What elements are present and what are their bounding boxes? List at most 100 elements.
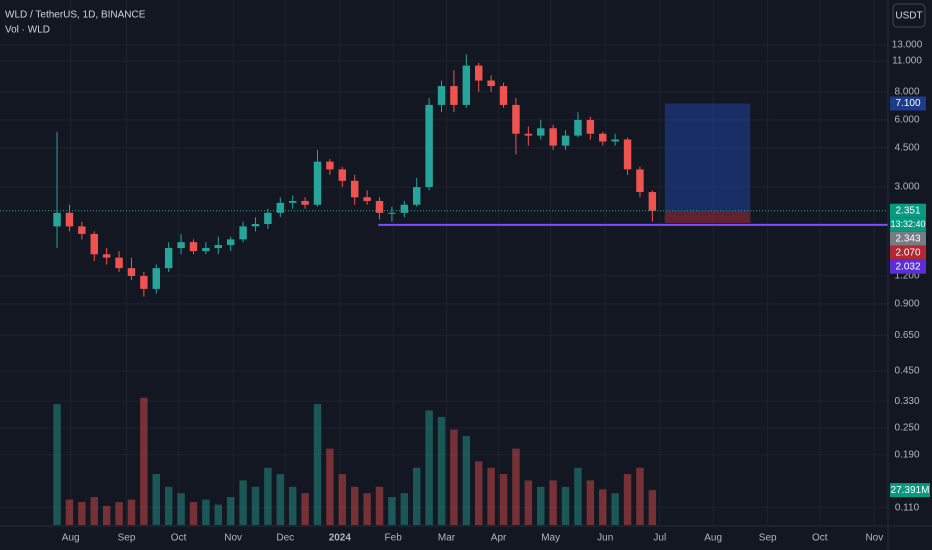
y-tick-label: 0.450: [894, 366, 919, 377]
candle-body: [524, 133, 533, 136]
x-tick-label: Sep: [759, 533, 777, 544]
candle-body: [499, 86, 508, 105]
volume-bar: [636, 467, 644, 525]
support-label: 2.032: [895, 261, 920, 272]
volume-bar: [375, 486, 384, 525]
candle-body: [214, 245, 222, 249]
volume-label: 27.391M: [891, 485, 930, 496]
volume-bar: [363, 493, 371, 525]
candle-body: [239, 226, 247, 240]
candle-body: [611, 139, 619, 142]
candle-body: [152, 268, 160, 289]
volume-bar: [648, 490, 657, 525]
candle-body: [276, 202, 285, 213]
candle-body: [177, 242, 185, 249]
y-tick-label: 13.000: [892, 40, 923, 51]
x-tick-label: Sep: [118, 533, 136, 544]
candle-body: [338, 169, 347, 181]
candle-body: [412, 187, 421, 205]
volume-bar: [177, 493, 185, 525]
entry-label: 2.343: [895, 233, 920, 244]
volume-bar: [78, 502, 86, 525]
volume-bar: [251, 486, 260, 525]
candle-body: [53, 212, 61, 227]
last-price-label-bg: [890, 203, 926, 218]
candle-body: [400, 204, 409, 213]
y-tick-label: 4.500: [894, 142, 919, 153]
target-label: 7.100: [895, 98, 920, 109]
y-tick-label: 0.250: [894, 423, 919, 434]
volume-bar: [450, 429, 458, 525]
x-tick-label: Jul: [653, 533, 666, 544]
volume-bar: [524, 480, 533, 525]
x-tick-label: Jun: [597, 533, 613, 544]
y-tick-label: 11.000: [892, 56, 922, 67]
y-tick-label: 8.000: [894, 87, 919, 98]
candle-body: [475, 65, 483, 81]
support-label-bg: [890, 259, 926, 274]
x-tick-label: Feb: [385, 533, 403, 544]
candle-body: [251, 223, 260, 227]
x-tick-label: Nov: [224, 533, 242, 544]
x-tick-label: May: [541, 533, 560, 544]
volume-bar: [611, 493, 619, 525]
loss-zone: [664, 211, 751, 224]
volume-bar: [350, 486, 359, 525]
volume-bar: [487, 467, 495, 525]
volume-label-bg: [890, 483, 930, 498]
volume-bar: [574, 467, 582, 525]
x-tick-label: Dec: [276, 533, 294, 544]
x-tick-label: Apr: [491, 533, 507, 544]
volume-bar: [189, 502, 198, 525]
candle-body: [537, 128, 545, 136]
candle-body: [140, 275, 148, 289]
volume-bar: [214, 504, 222, 525]
volume-bar: [140, 397, 148, 525]
candle-body: [363, 197, 371, 201]
volume-bar: [549, 480, 557, 525]
candle-body: [301, 200, 309, 205]
volume-bar: [164, 486, 173, 525]
currency-label[interactable]: USDT: [895, 11, 922, 22]
volume-bar: [326, 448, 334, 525]
candle-body: [78, 226, 86, 234]
countdown-bg: [890, 217, 926, 232]
volume-bar: [202, 499, 210, 525]
volume-bar: [239, 480, 247, 525]
candle-body: [375, 200, 384, 213]
x-tick-label: Aug: [62, 533, 80, 544]
volume-bar: [586, 480, 595, 525]
candle-body: [288, 200, 297, 203]
volume-bar: [276, 474, 285, 525]
candle-body: [350, 180, 359, 198]
x-tick-label: Oct: [812, 533, 828, 544]
y-tick-label: 6.000: [894, 114, 919, 125]
candle-body: [623, 139, 632, 170]
candle-body: [127, 268, 136, 276]
candle-body: [586, 119, 595, 134]
volume-bar: [90, 497, 98, 525]
y-tick-label: 0.330: [894, 396, 919, 407]
y-tick-label: 0.110: [895, 502, 920, 513]
candle-body: [189, 242, 198, 252]
y-tick-label: 3.000: [894, 182, 919, 193]
x-tick-label: Oct: [171, 533, 187, 544]
volume-bar: [412, 467, 421, 525]
stop-label: 2.070: [895, 247, 920, 258]
volume-bar: [425, 410, 433, 525]
currency-button[interactable]: [892, 3, 926, 28]
volume-bar: [388, 497, 396, 525]
x-tick-label: Aug: [704, 533, 722, 544]
volume-bar: [561, 486, 570, 525]
candle-body: [102, 254, 111, 258]
volume-bar: [65, 499, 74, 525]
candle-body: [326, 161, 334, 170]
candle-body: [65, 212, 74, 227]
volume-bar: [102, 505, 111, 525]
volume-bar: [537, 486, 545, 525]
x-tick-label: Nov: [865, 533, 883, 544]
candle-body: [512, 104, 520, 134]
candle-body: [549, 128, 557, 146]
y-tick-label: 0.900: [894, 298, 919, 309]
